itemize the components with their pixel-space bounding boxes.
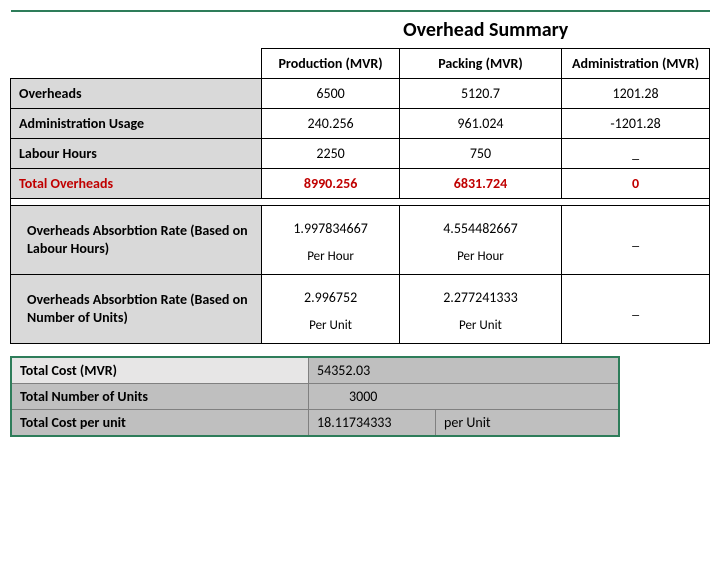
cell-value: 240.256	[262, 109, 399, 139]
cell-unit: Per Hour	[262, 243, 399, 275]
row-overheads: Overheads 6500 5120.7 1201.28	[11, 79, 710, 109]
header-blank	[11, 49, 262, 79]
cell-unit: Per Unit	[262, 312, 399, 344]
row-label: Total Cost (MVR)	[11, 357, 309, 384]
corner-blank	[11, 11, 262, 49]
row-cost-per-unit: Total Cost per unit 18.11734333 per Unit	[11, 410, 619, 437]
cell-value: 1.997834667	[262, 206, 399, 244]
cell-value: 54352.03	[309, 357, 620, 384]
row-absorption-units-value: Overheads Absorbtion Rate (Based on Numb…	[11, 275, 710, 313]
cell-value: _	[562, 275, 710, 344]
cell-value: 2250	[262, 139, 399, 169]
cell-value: 2.996752	[262, 275, 399, 313]
cell-unit: per Unit	[436, 410, 620, 437]
spacer-row	[11, 199, 710, 206]
overhead-summary-sheet: Overhead Summary Production (MVR) Packin…	[10, 10, 710, 437]
row-label: Overheads	[11, 79, 262, 109]
cell-value: 3000	[309, 384, 620, 410]
cell-value: 1201.28	[562, 79, 710, 109]
col-header-production: Production (MVR)	[262, 49, 399, 79]
row-label: Administration Usage	[11, 109, 262, 139]
cell-value: 0	[562, 169, 710, 199]
cell-value: 18.11734333	[309, 410, 436, 437]
col-header-administration: Administration (MVR)	[562, 49, 710, 79]
row-total-cost: Total Cost (MVR) 54352.03	[11, 357, 619, 384]
cell-unit: Per Hour	[399, 243, 561, 275]
cell-value: 4.554482667	[399, 206, 561, 244]
cell-value: _	[562, 139, 710, 169]
cell-value: 6831.724	[399, 169, 561, 199]
col-header-packing: Packing (MVR)	[399, 49, 561, 79]
cell-value: 961.024	[399, 109, 561, 139]
cell-value: _	[562, 206, 710, 275]
summary-table: Total Cost (MVR) 54352.03 Total Number o…	[10, 356, 620, 437]
cell-value: -1201.28	[562, 109, 710, 139]
row-label: Overheads Absorbtion Rate (Based on Numb…	[11, 275, 262, 344]
overhead-table: Overhead Summary Production (MVR) Packin…	[10, 10, 710, 344]
row-total-units: Total Number of Units 3000	[11, 384, 619, 410]
row-label: Overheads Absorbtion Rate (Based on Labo…	[11, 206, 262, 275]
row-total-overheads: Total Overheads 8990.256 6831.724 0	[11, 169, 710, 199]
row-labour-hours: Labour Hours 2250 750 _	[11, 139, 710, 169]
cell-value: 6500	[262, 79, 399, 109]
cell-value: 2.277241333	[399, 275, 561, 313]
cell-value: 5120.7	[399, 79, 561, 109]
row-label: Labour Hours	[11, 139, 262, 169]
cell-value: 750	[399, 139, 561, 169]
row-label: Total Overheads	[11, 169, 262, 199]
cell-unit: Per Unit	[399, 312, 561, 344]
row-absorption-labour-value: Overheads Absorbtion Rate (Based on Labo…	[11, 206, 710, 244]
cell-value: 8990.256	[262, 169, 399, 199]
row-label: Total Number of Units	[11, 384, 309, 410]
row-label: Total Cost per unit	[11, 410, 309, 437]
row-admin-usage: Administration Usage 240.256 961.024 -12…	[11, 109, 710, 139]
table-title: Overhead Summary	[262, 11, 710, 49]
